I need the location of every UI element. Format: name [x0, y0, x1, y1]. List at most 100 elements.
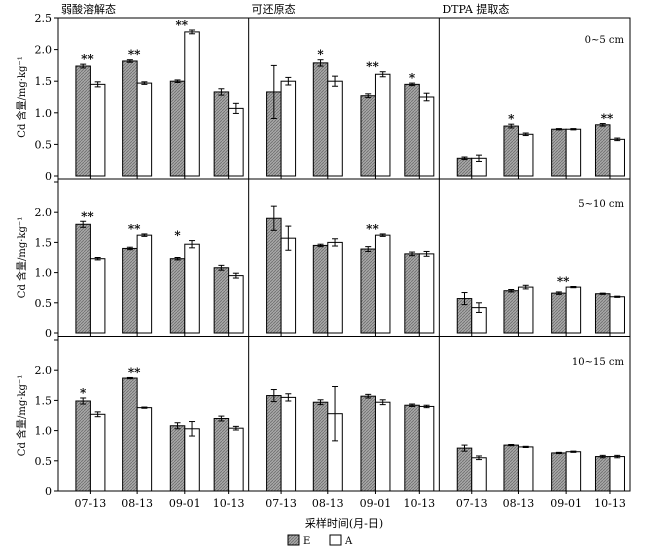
bar-E	[312, 401, 329, 492]
bar-E	[551, 128, 567, 177]
bar-A	[136, 234, 153, 334]
bar-E	[594, 124, 611, 177]
panel-title-3: DTPA 提取态	[442, 3, 509, 16]
depth-label: 5~10 cm	[578, 199, 624, 210]
chart-panels: 弱酸溶解态 可还原态 DTPA 提取态 0 0.5 1.0 1.5 2.0 2.5 Cd 含量/m…	[15, 2, 631, 530]
bar-A	[471, 457, 487, 492]
bar-E	[169, 425, 186, 492]
x-tick-label: 09-01	[169, 497, 201, 510]
bar-A	[184, 428, 200, 492]
bar-E	[594, 293, 611, 334]
bar-E	[551, 452, 567, 492]
bar-E	[404, 404, 420, 492]
bar-A	[89, 83, 106, 177]
panel-title-1: 弱酸溶解态	[61, 2, 116, 16]
bar-E	[404, 83, 420, 177]
significance-mark: *	[80, 386, 87, 400]
bar-A	[280, 80, 297, 177]
bar-E	[75, 400, 91, 492]
significance-mark: **	[557, 274, 570, 288]
y-tick-label: 2.0	[35, 206, 53, 219]
y-tick-label: 1.0	[35, 107, 53, 120]
significance-mark: **	[128, 222, 141, 236]
y-axis-label: Cd 含量/mg·kg⁻¹	[15, 375, 28, 456]
bar-A	[565, 451, 582, 492]
significance-mark: **	[128, 48, 141, 62]
y-tick-label: 0	[45, 327, 52, 340]
significance-mark: *	[409, 71, 416, 85]
bar-E	[503, 125, 519, 177]
y-tick-label: 2.0	[35, 364, 53, 377]
y-axis-label: Cd 含量/mg·kg⁻¹	[15, 56, 28, 137]
bar-E	[456, 157, 473, 177]
bar-A	[89, 258, 106, 334]
significance-mark: *	[174, 229, 181, 243]
bar-E	[169, 80, 186, 177]
bar-A	[184, 243, 200, 334]
bar-E	[266, 217, 282, 334]
x-tick-label: 08-13	[503, 497, 535, 510]
significance-mark: **	[81, 52, 94, 66]
x-tick-label: 10-13	[403, 497, 435, 510]
bar-A	[228, 275, 244, 334]
bar-E	[169, 258, 186, 334]
bar-A	[136, 407, 153, 492]
x-tick-label: 07-13	[75, 497, 107, 510]
bar-A	[609, 456, 625, 492]
y-tick-label: 0	[45, 170, 52, 183]
depth-label: 10~15 cm	[572, 357, 625, 368]
bar-A	[418, 253, 435, 334]
bar-E	[75, 223, 91, 334]
y-tick-label: 1.0	[35, 267, 53, 280]
bar-E	[213, 418, 230, 492]
significance-mark: **	[366, 222, 379, 236]
y-tick-label: 1.0	[35, 425, 53, 438]
significance-mark: **	[601, 112, 614, 126]
significance-mark: **	[81, 209, 94, 223]
bar-E	[122, 377, 138, 492]
bar-E	[312, 62, 329, 177]
bar-A	[327, 241, 343, 334]
y-axis-label: Cd 含量/mg·kg⁻¹	[15, 217, 28, 298]
x-tick-label: 10-13	[213, 497, 245, 510]
bar-A	[228, 427, 244, 492]
bar-A	[374, 401, 391, 492]
bar-A	[327, 80, 343, 177]
bar-E	[213, 267, 230, 334]
y-tick-label: 2.5	[35, 12, 53, 25]
bar-A	[184, 31, 200, 177]
bar-E	[503, 290, 519, 334]
bar-A	[228, 107, 244, 177]
bar-E	[551, 292, 567, 334]
bar-E	[456, 447, 473, 492]
bar-A	[280, 396, 297, 492]
panel-title-2: 可还原态	[252, 3, 296, 16]
legend-swatch-A	[329, 534, 342, 546]
x-axis-label: 采样时间(月-日)	[305, 516, 383, 530]
x-tick-label: 08-13	[312, 497, 344, 510]
bar-A	[374, 73, 391, 177]
x-tick-label: 10-13	[594, 497, 626, 510]
bar-A	[89, 413, 106, 492]
bar-A	[609, 138, 625, 177]
bar-A	[418, 405, 435, 492]
bar-A	[517, 286, 534, 334]
x-tick-label: 07-13	[265, 497, 297, 510]
x-tick-label: 08-13	[121, 497, 153, 510]
legend-swatch-E	[287, 534, 300, 546]
plot-frame	[57, 17, 631, 492]
bar-E	[75, 65, 91, 177]
y-tick-label: 1.5	[35, 75, 53, 88]
bar-E	[312, 244, 329, 334]
bar-E	[404, 253, 420, 334]
bar-A	[280, 237, 297, 334]
bar-E	[122, 60, 138, 177]
legend-label-A: A	[344, 536, 353, 547]
bar-E	[360, 248, 376, 334]
significance-mark: **	[366, 60, 379, 74]
y-tick-label: 1.5	[35, 394, 53, 407]
y-tick-label: 0.5	[35, 455, 53, 468]
significance-mark: *	[508, 112, 515, 126]
